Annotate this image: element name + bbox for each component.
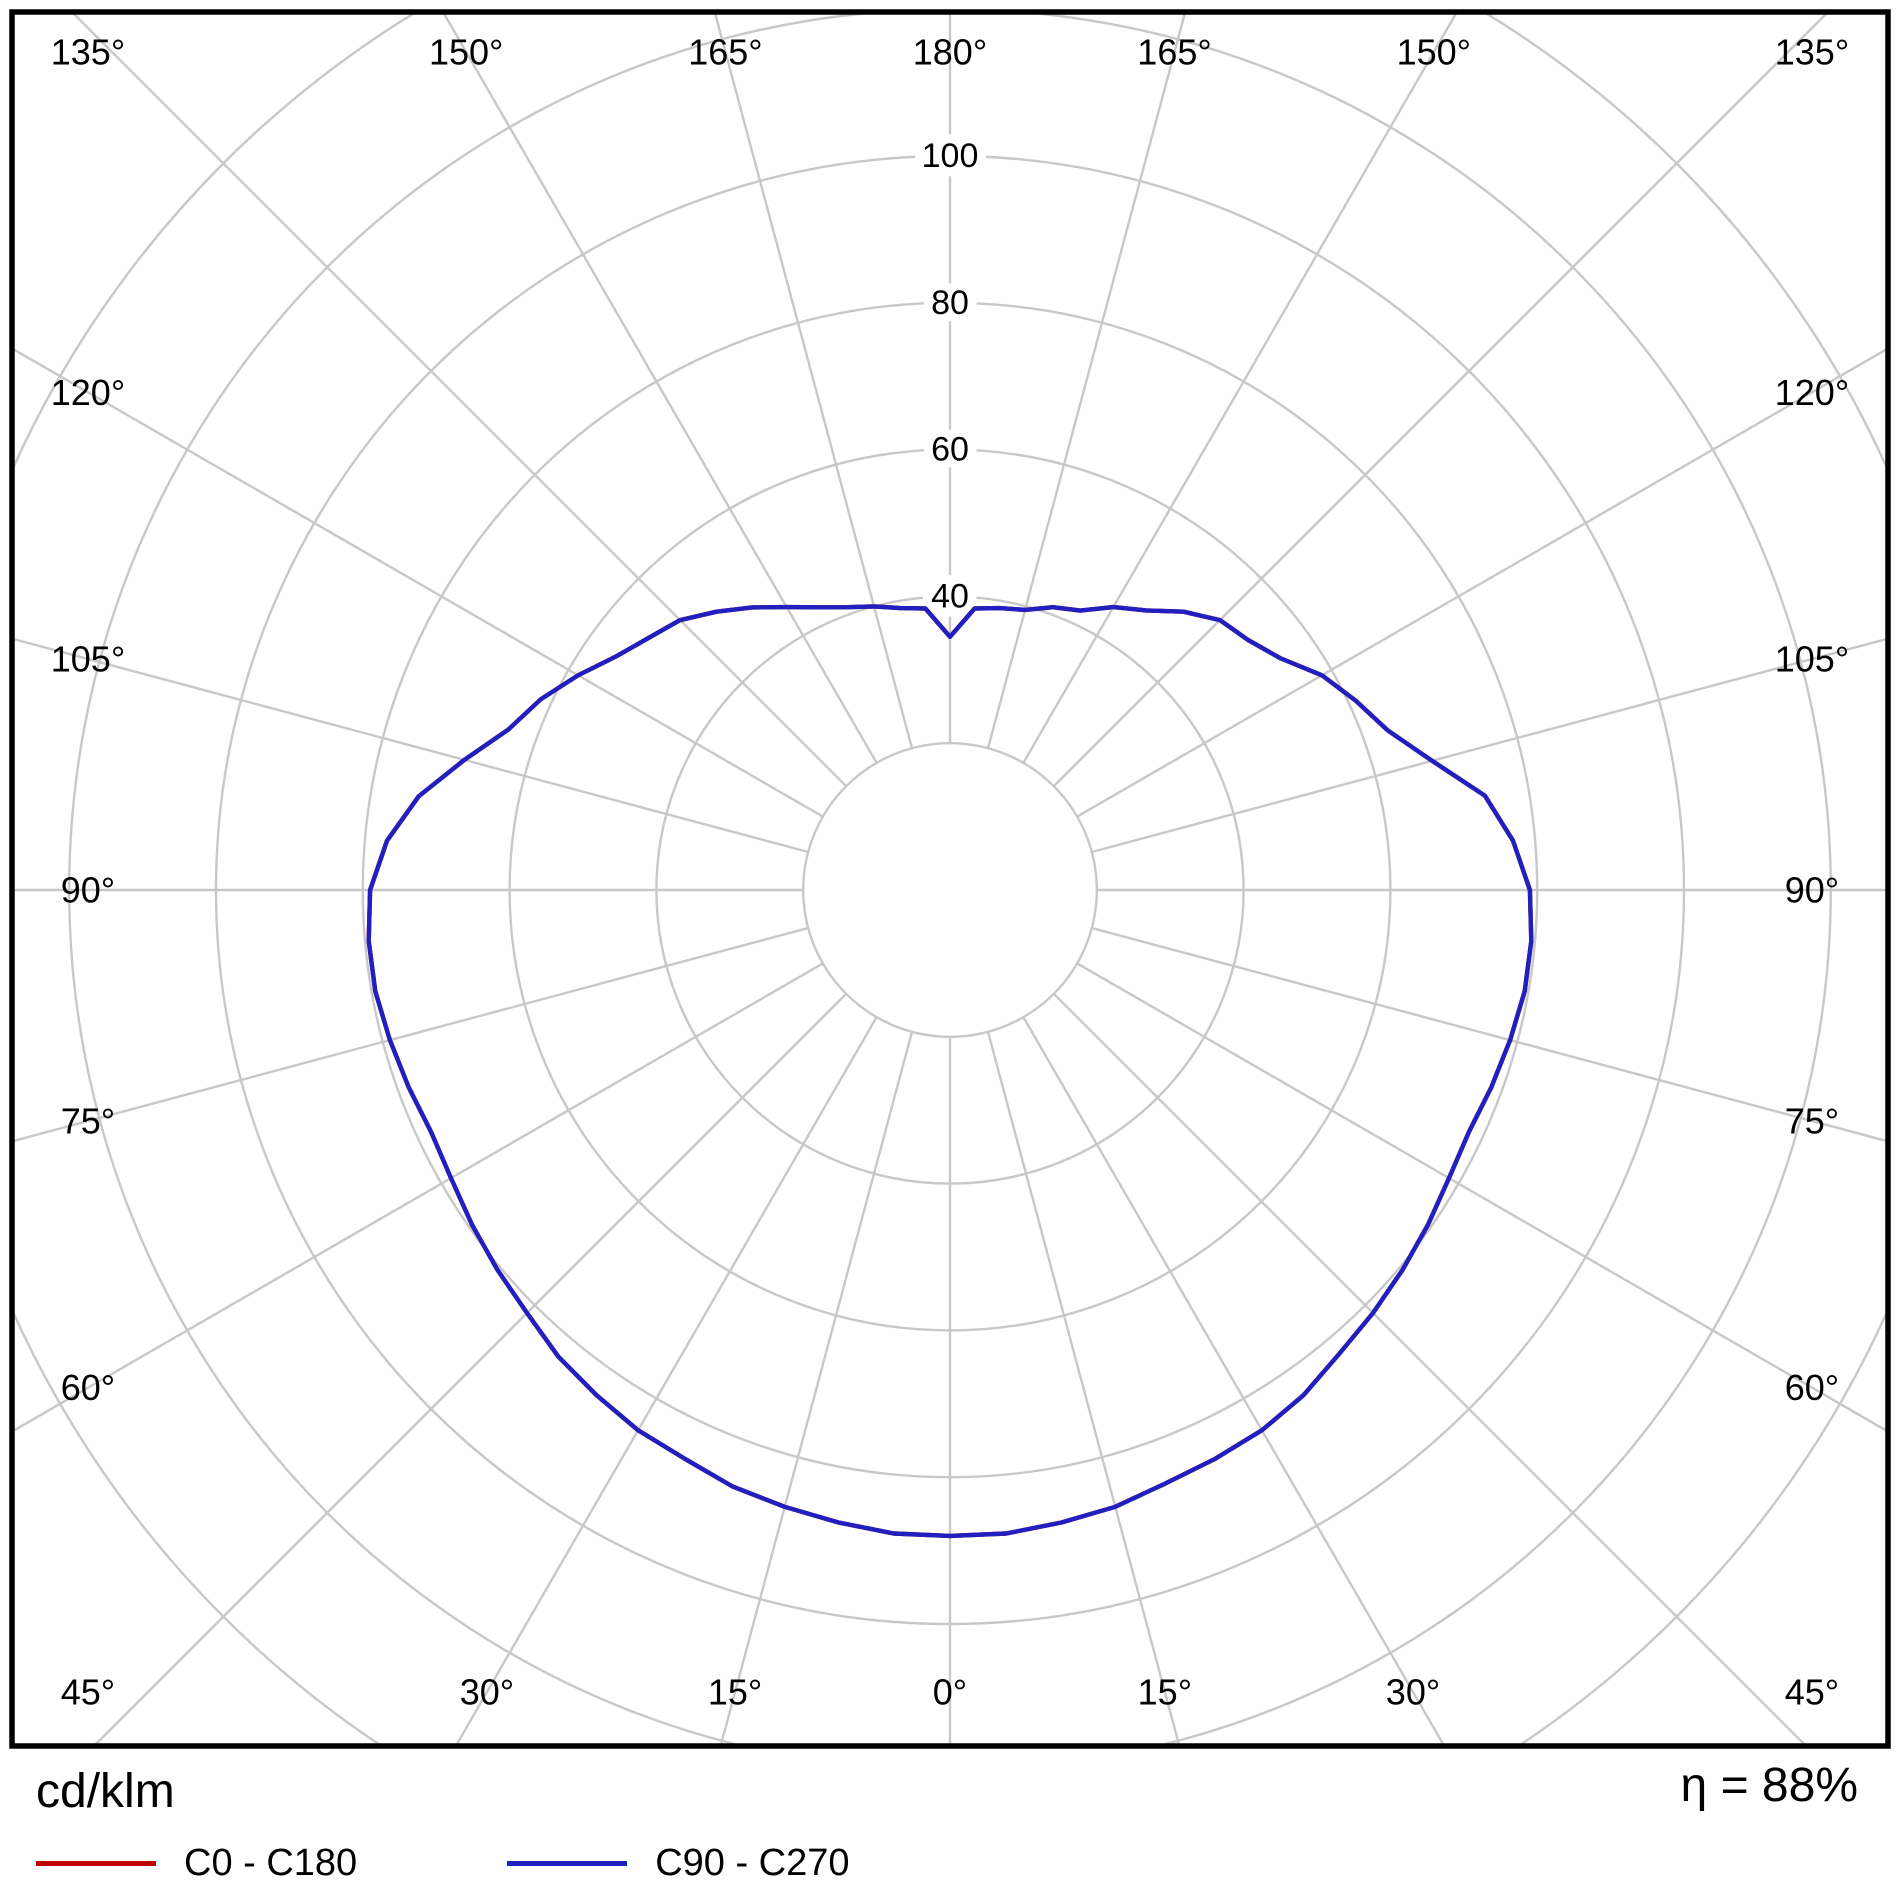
angle-label-60-right: 60° xyxy=(1785,1367,1839,1408)
grid-spoke-30 xyxy=(1022,1016,1446,1746)
angle-label-30-left: 30° xyxy=(460,1672,514,1713)
legend-label-c90-c270: C90 - C270 xyxy=(655,1842,850,1884)
grid-spoke-150 xyxy=(1022,12,1459,764)
grid-spoke-330 xyxy=(454,1016,878,1746)
grid-spoke-135 xyxy=(1052,12,1830,788)
angle-label-135-left: 135° xyxy=(51,32,125,73)
ring-label-100: 100 xyxy=(922,137,979,175)
angle-label-165-right: 165° xyxy=(1137,32,1211,73)
angle-label-120-right: 120° xyxy=(1775,372,1849,413)
legend-item-c90-c270: C90 - C270 xyxy=(507,1842,850,1885)
legend: C0 - C180 C90 - C270 xyxy=(36,1842,850,1885)
angle-label-120-left: 120° xyxy=(51,372,125,413)
ring-label-80: 80 xyxy=(931,284,969,322)
angle-label-150-right: 150° xyxy=(1397,32,1471,73)
grid-spoke-315 xyxy=(92,992,848,1746)
angle-label-0-right: 0° xyxy=(933,1672,967,1713)
grid-spoke-120 xyxy=(1076,347,1888,818)
angle-label-60-left: 60° xyxy=(61,1367,115,1408)
axis-labels: 40 60 80 100 0° 15° 15° 30° 30° 45° 45° 60° 60° 75° 75… xyxy=(51,32,1849,1713)
angle-label-75-right: 75° xyxy=(1785,1100,1839,1141)
angle-label-165-left: 165° xyxy=(688,32,762,73)
efficiency-label: η = 88% xyxy=(1680,1759,1858,1812)
intensity-curves xyxy=(366,604,1534,1539)
grid-spoke-240 xyxy=(12,347,824,818)
legend-line-c90-c270-icon xyxy=(507,1861,628,1866)
angle-label-30-right: 30° xyxy=(1386,1672,1440,1713)
grid-spoke-45 xyxy=(1052,992,1808,1746)
ring-label-60: 60 xyxy=(931,431,969,469)
grid-spoke-15 xyxy=(986,1031,1181,1746)
angle-label-45-left: 45° xyxy=(61,1672,115,1713)
angle-label-90-right: 90° xyxy=(1785,870,1839,911)
legend-label-c0-c180: C0 - C180 xyxy=(184,1842,358,1884)
angle-label-75-left: 75° xyxy=(61,1100,115,1141)
curve-c90-c270 xyxy=(366,604,1534,1539)
angle-label-15-right: 15° xyxy=(1138,1672,1192,1713)
angle-label-135-right: 135° xyxy=(1775,32,1849,73)
grid-spoke-210 xyxy=(441,12,878,764)
angle-label-90-left: 90° xyxy=(61,870,115,911)
grid-spoke-165 xyxy=(986,12,1187,749)
grid-spoke-345 xyxy=(719,1031,914,1746)
legend-item-c0-c180: C0 - C180 xyxy=(36,1842,357,1885)
grid-ring-20 xyxy=(802,742,1099,1039)
grid-spoke-285 xyxy=(12,926,809,1143)
legend-line-c0-c180-icon xyxy=(36,1861,156,1866)
angle-label-15-left: 15° xyxy=(708,1672,762,1713)
angle-label-105-right: 105° xyxy=(1775,639,1849,680)
grid-spoke-105 xyxy=(1091,637,1888,854)
units-label: cd/klm xyxy=(36,1765,175,1818)
grid-spoke-60 xyxy=(1076,962,1888,1433)
plot-border xyxy=(9,9,1891,1749)
grid-spoke-195 xyxy=(713,12,914,749)
angle-label-105-left: 105° xyxy=(51,639,125,680)
angle-label-150-left: 150° xyxy=(429,32,503,73)
ring-label-40: 40 xyxy=(931,577,969,615)
grid-spoke-300 xyxy=(12,962,824,1433)
chart-footer: cd/klm η = 88% C0 - C180 C90 - C270 xyxy=(0,1746,1900,1900)
angle-label-180-right: 180° xyxy=(913,32,987,73)
grid-spoke-255 xyxy=(12,637,809,854)
grid-spoke-75 xyxy=(1091,926,1888,1143)
angle-label-45-right: 45° xyxy=(1785,1672,1839,1713)
grid-spoke-225 xyxy=(70,12,848,788)
